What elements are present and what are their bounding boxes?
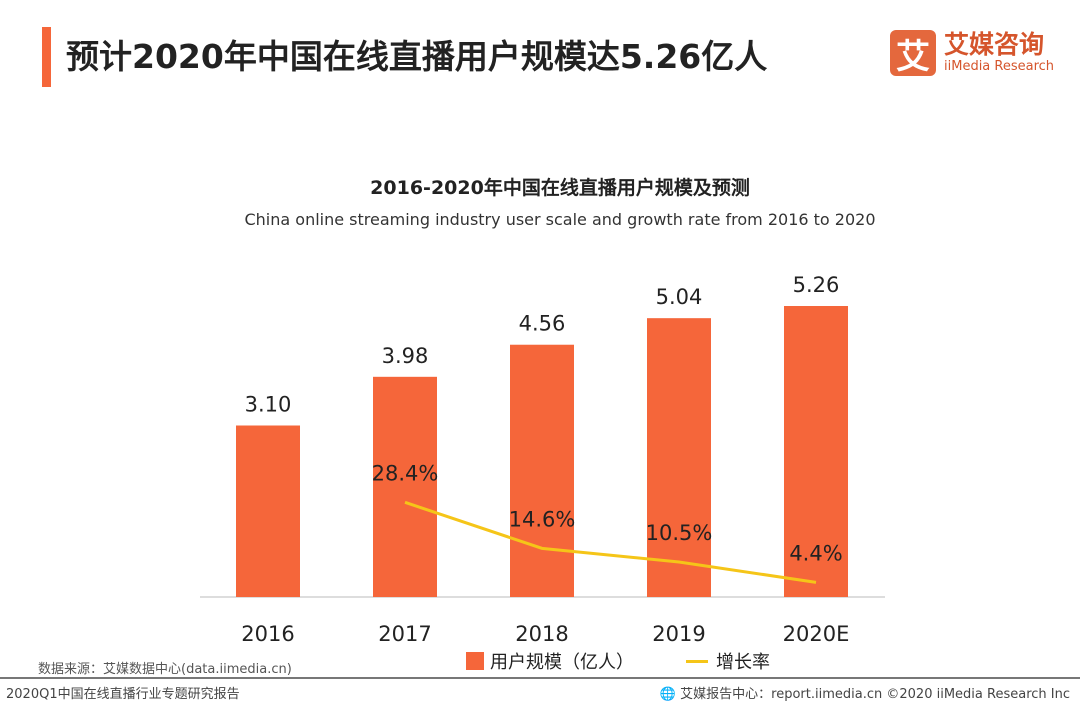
- bar: [236, 425, 300, 597]
- chart-title: 2016-2020年中国在线直播用户规模及预测: [370, 177, 750, 199]
- legend-swatch-line: [686, 659, 708, 663]
- logo-en: iiMedia Research: [944, 59, 1055, 74]
- chart-subtitle: China online streaming industry user sca…: [244, 210, 876, 229]
- bar-value-label: 3.10: [245, 392, 292, 416]
- x-tick-label: 2017: [378, 622, 431, 646]
- bar-value-label: 4.56: [519, 312, 566, 336]
- data-source: 数据来源：艾媒数据中心(data.iimedia.cn): [38, 662, 292, 677]
- bar-value-label: 5.04: [656, 285, 703, 309]
- x-tick-label: 2018: [515, 622, 568, 646]
- globe-icon: 🌐: [659, 687, 677, 702]
- report-name: 2020Q1中国在线直播行业专题研究报告: [6, 687, 240, 702]
- report-site[interactable]: 艾媒报告中心：report.iimedia.cn: [680, 687, 883, 702]
- bar: [373, 376, 437, 597]
- legend: 用户规模（亿人） 增长率: [466, 648, 770, 674]
- x-tick-label: 2016: [241, 622, 294, 646]
- growth-line: [404, 500, 817, 584]
- footer-right: 🌐 艾媒报告中心：report.iimedia.cn ©2020 iiMedia…: [660, 683, 1070, 702]
- page-title: 预计2020年中国在线直播用户规模达5.26亿人: [66, 37, 768, 76]
- iimedia-logo: 艾 艾媒咨询 iiMedia Research: [890, 30, 1055, 77]
- legend-swatch-bar: [466, 652, 484, 670]
- legend-label-users: 用户规模（亿人）: [490, 652, 634, 673]
- legend-label-growth: 增长率: [716, 652, 770, 673]
- bar-value-label: 3.98: [382, 344, 429, 368]
- bar: [510, 344, 574, 597]
- copyright: ©2020 iiMedia Research Inc: [886, 687, 1070, 702]
- logo-cn: 艾媒咨询: [944, 30, 1045, 59]
- bar: [784, 306, 848, 597]
- title-accent-bar: [42, 27, 51, 87]
- footer-divider: [0, 677, 1080, 679]
- bar: [647, 318, 711, 597]
- x-tick-label: 2019: [652, 622, 705, 646]
- growth-value-label: 10.5%: [646, 521, 713, 545]
- x-tick-label: 2020E: [783, 622, 850, 646]
- growth-value-label: 28.4%: [372, 461, 439, 485]
- bar-value-label: 5.26: [793, 273, 840, 297]
- growth-value-label: 4.4%: [789, 541, 842, 565]
- growth-value-label: 14.6%: [509, 507, 576, 531]
- logo-mark: 艾: [890, 30, 936, 77]
